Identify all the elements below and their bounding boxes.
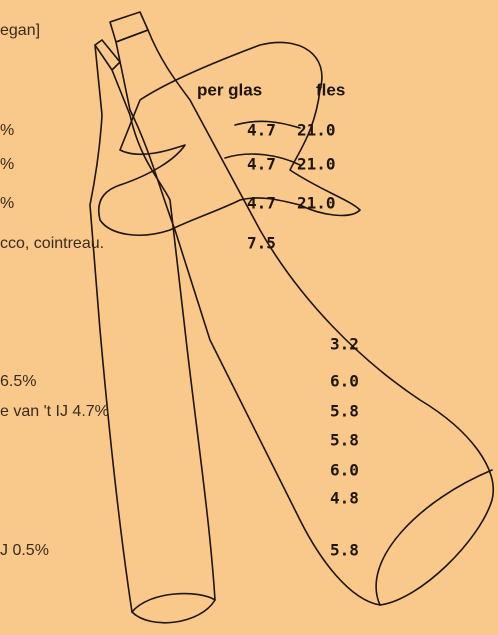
- glass-price: 7.5: [247, 234, 276, 253]
- item-name: cco, cointreau.: [0, 235, 104, 252]
- price: 6.0: [330, 372, 359, 391]
- item-name: %: [0, 156, 14, 173]
- bottle-price: 21.0: [297, 194, 336, 213]
- price: 3.2: [330, 335, 359, 354]
- bottle-price: 21.0: [297, 155, 336, 174]
- glass-price: 4.7: [247, 194, 276, 213]
- item-name: e van 't IJ 4.7%: [0, 403, 109, 420]
- item-name: 6.5%: [0, 373, 36, 390]
- price: 4.8: [330, 489, 359, 508]
- column-header: per glas: [197, 80, 262, 99]
- item-name: J 0.5%: [0, 542, 49, 559]
- price: 5.8: [330, 431, 359, 450]
- column-header: fles: [316, 80, 345, 99]
- glass-price: 4.7: [247, 155, 276, 174]
- glass-price: 4.7: [247, 121, 276, 140]
- price: 6.0: [330, 461, 359, 480]
- item-name: %: [0, 195, 14, 212]
- price: 5.8: [330, 541, 359, 560]
- bottle-price: 21.0: [297, 121, 336, 140]
- bottles-illustration: [89, 11, 495, 624]
- section-title: egan]: [0, 22, 40, 39]
- price: 5.8: [330, 402, 359, 421]
- item-name: %: [0, 122, 14, 139]
